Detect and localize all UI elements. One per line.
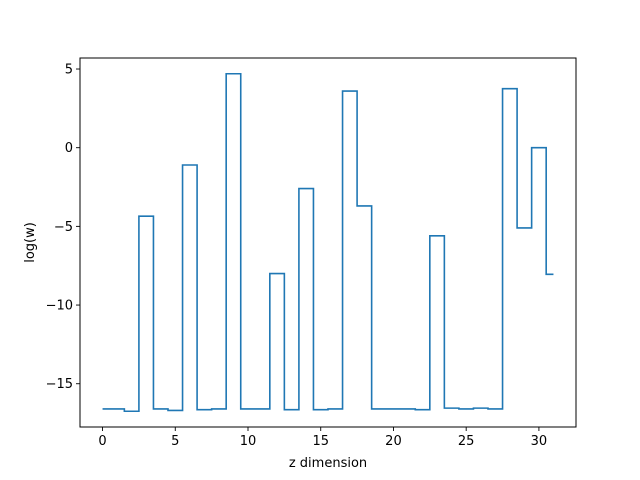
x-tick-label: 0 (98, 434, 106, 449)
x-tick-label: 15 (312, 434, 329, 449)
y-tick-label: −10 (46, 299, 73, 314)
x-tick-label: 10 (240, 434, 257, 449)
x-axis-label: z dimension (289, 456, 367, 471)
x-tick-label: 20 (385, 434, 402, 449)
series-layer (102, 72, 554, 413)
x-tick-label: 5 (171, 434, 179, 449)
plot-frame (79, 57, 577, 428)
y-tick-label: −15 (46, 377, 73, 392)
ticks-layer: 0 5 10 15 20 25 30 −15 −10 −5 0 5 (46, 63, 548, 449)
y-axis-label: log(w) (23, 222, 38, 263)
y-tick-label: −5 (54, 220, 73, 235)
series-line-0 (102, 72, 554, 413)
x-tick-label: 30 (531, 434, 548, 449)
plot-area (80, 58, 576, 427)
y-tick-label: 0 (65, 141, 73, 156)
y-tick-label: 5 (65, 63, 73, 78)
x-tick-label: 25 (458, 434, 475, 449)
